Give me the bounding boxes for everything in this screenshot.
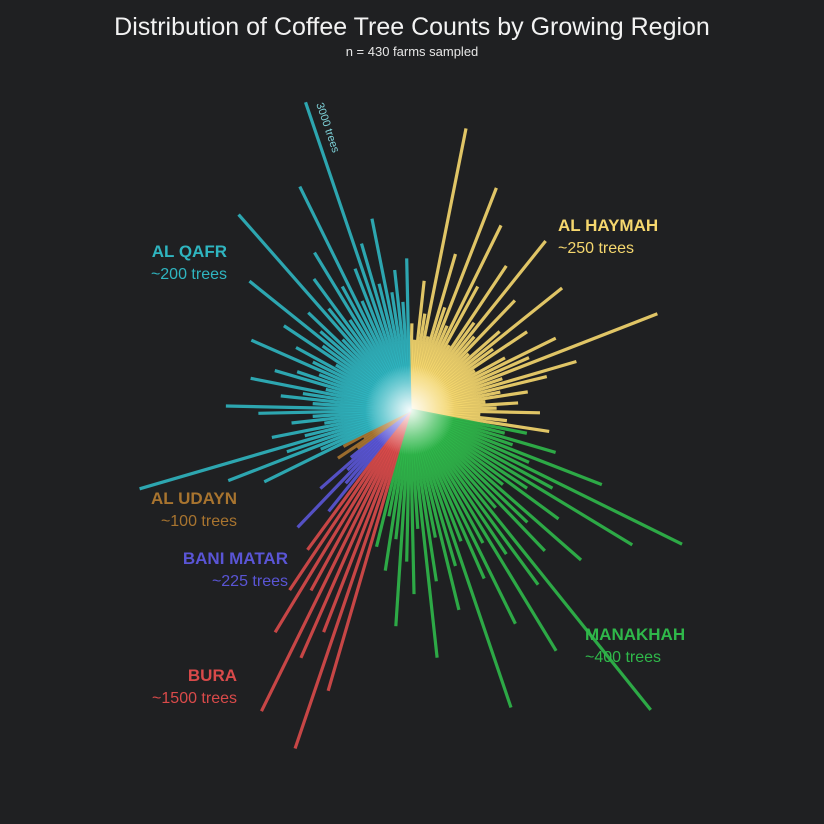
bar [260, 409, 412, 712]
bar [304, 101, 412, 411]
region-name: MANAKHAH [585, 625, 685, 644]
region-label: ~225 trees [212, 573, 288, 590]
region-name: BURA [188, 666, 237, 685]
center-glow [365, 365, 455, 455]
bar [409, 408, 683, 546]
annotation: 3000 trees [313, 101, 341, 155]
bar [299, 409, 412, 659]
region-label: ~100 trees [161, 513, 237, 530]
chart-subtitle: n = 430 farms sampled [346, 44, 479, 59]
bar [408, 409, 513, 709]
region-name: BANI MATAR [183, 549, 288, 568]
region-label: ~200 trees [151, 266, 227, 283]
region-label: ~400 trees [585, 649, 661, 666]
region-label: ~250 trees [558, 240, 634, 257]
bar [408, 128, 468, 411]
bar [326, 409, 412, 692]
region-name: AL QAFR [152, 242, 227, 261]
region-name: AL HAYMAH [558, 216, 658, 235]
chart-title: Distribution of Coffee Tree Counts by Gr… [114, 13, 710, 41]
bar [408, 409, 558, 652]
bar [408, 408, 652, 711]
region-label: ~1500 trees [152, 690, 237, 707]
bar [139, 408, 411, 491]
bar [293, 409, 412, 750]
region-name: AL UDAYN [151, 489, 237, 508]
